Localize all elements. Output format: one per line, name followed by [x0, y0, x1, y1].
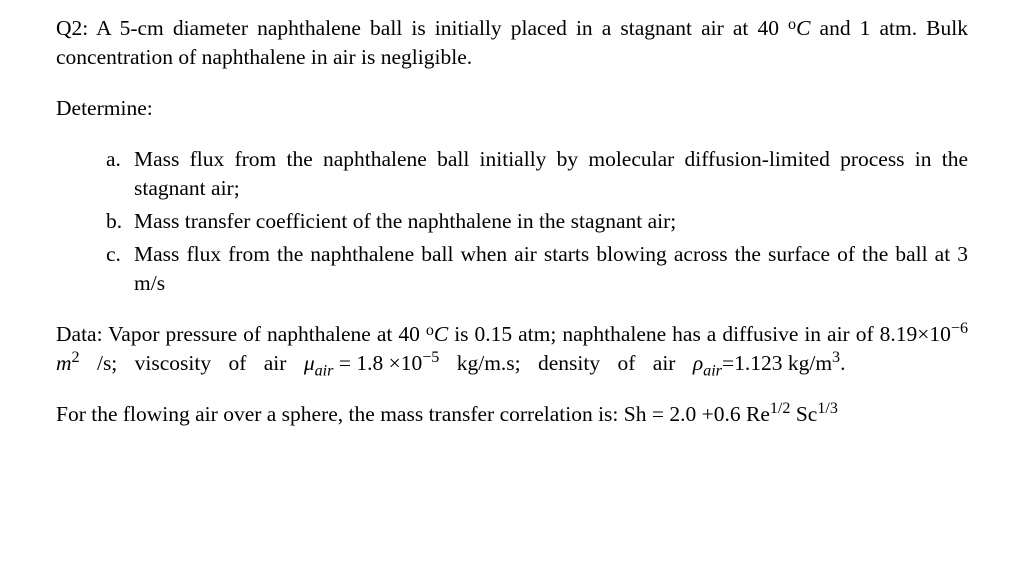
list-item: a. Mass flux from the naphthalene ball i… — [106, 145, 968, 203]
question-list: a. Mass flux from the naphthalene ball i… — [56, 145, 968, 298]
data-paragraph: Data: Vapor pressure of naphthalene at 4… — [56, 320, 968, 378]
corr-space: Sc — [790, 402, 817, 426]
diffusivity-value: 8.19×10−6 — [880, 322, 968, 346]
correlation-paragraph: For the flowing air over a sphere, the m… — [56, 400, 968, 429]
list-item: c. Mass flux from the naphthalene ball w… — [106, 240, 968, 298]
mu-unit: kg/m.s; density of air — [439, 351, 692, 375]
D-unit-m: m — [56, 351, 72, 375]
document-page: Q2: A 5-cm diameter naphthalene ball is … — [0, 0, 1024, 429]
mu-base: = 1.8 ×10 — [333, 351, 422, 375]
mu-value: = 1.8 ×10−5 — [333, 351, 439, 375]
list-body-c: Mass flux from the naphthalene ball when… — [134, 240, 968, 298]
rho-symbol: ρ — [693, 351, 703, 375]
q-label: Q2: — [56, 16, 88, 40]
list-body-b: Mass transfer coefficient of the naphtha… — [134, 207, 968, 236]
list-item: b. Mass transfer coefficient of the naph… — [106, 207, 968, 236]
list-marker-b: b. — [106, 207, 134, 236]
re-exp: 1/2 — [770, 400, 791, 417]
D-unit-sup: 2 — [72, 349, 80, 366]
degree-symbol: o — [426, 322, 434, 339]
list-marker-a: a. — [106, 145, 134, 203]
D-base: 8.19×10 — [880, 322, 951, 346]
data-mid1: is 0.15 atm; naphthalene has a diffusive… — [448, 322, 879, 346]
D-exp: −6 — [951, 320, 968, 337]
sc-exp: 1/3 — [817, 400, 838, 417]
degree-symbol: o — [788, 16, 796, 33]
intro-pre: A 5-cm diameter naphthalene ball is init… — [88, 16, 788, 40]
mu-exp: −5 — [422, 349, 439, 366]
list-marker-c: c. — [106, 240, 134, 298]
data-pre1: Data: Vapor pressure of naphthalene at 4… — [56, 322, 426, 346]
unit-C: C — [434, 322, 448, 346]
unit-C: C — [796, 16, 810, 40]
question-intro: Q2: A 5-cm diameter naphthalene ball is … — [56, 14, 968, 72]
mu-symbol: μ — [304, 351, 315, 375]
rho-value: =1.123 kg/m3 — [722, 351, 840, 375]
mu-sub: air — [315, 362, 334, 379]
rho-sub: air — [703, 362, 722, 379]
rho-exp: 3 — [832, 349, 840, 366]
data-end: . — [840, 351, 845, 375]
corr-pre: For the flowing air over a sphere, the m… — [56, 402, 770, 426]
list-body-a: Mass flux from the naphthalene ball init… — [134, 145, 968, 203]
rho-base: =1.123 kg/m — [722, 351, 832, 375]
determine-heading: Determine: — [56, 94, 968, 123]
D-unit-post: /s; viscosity of air — [80, 351, 304, 375]
